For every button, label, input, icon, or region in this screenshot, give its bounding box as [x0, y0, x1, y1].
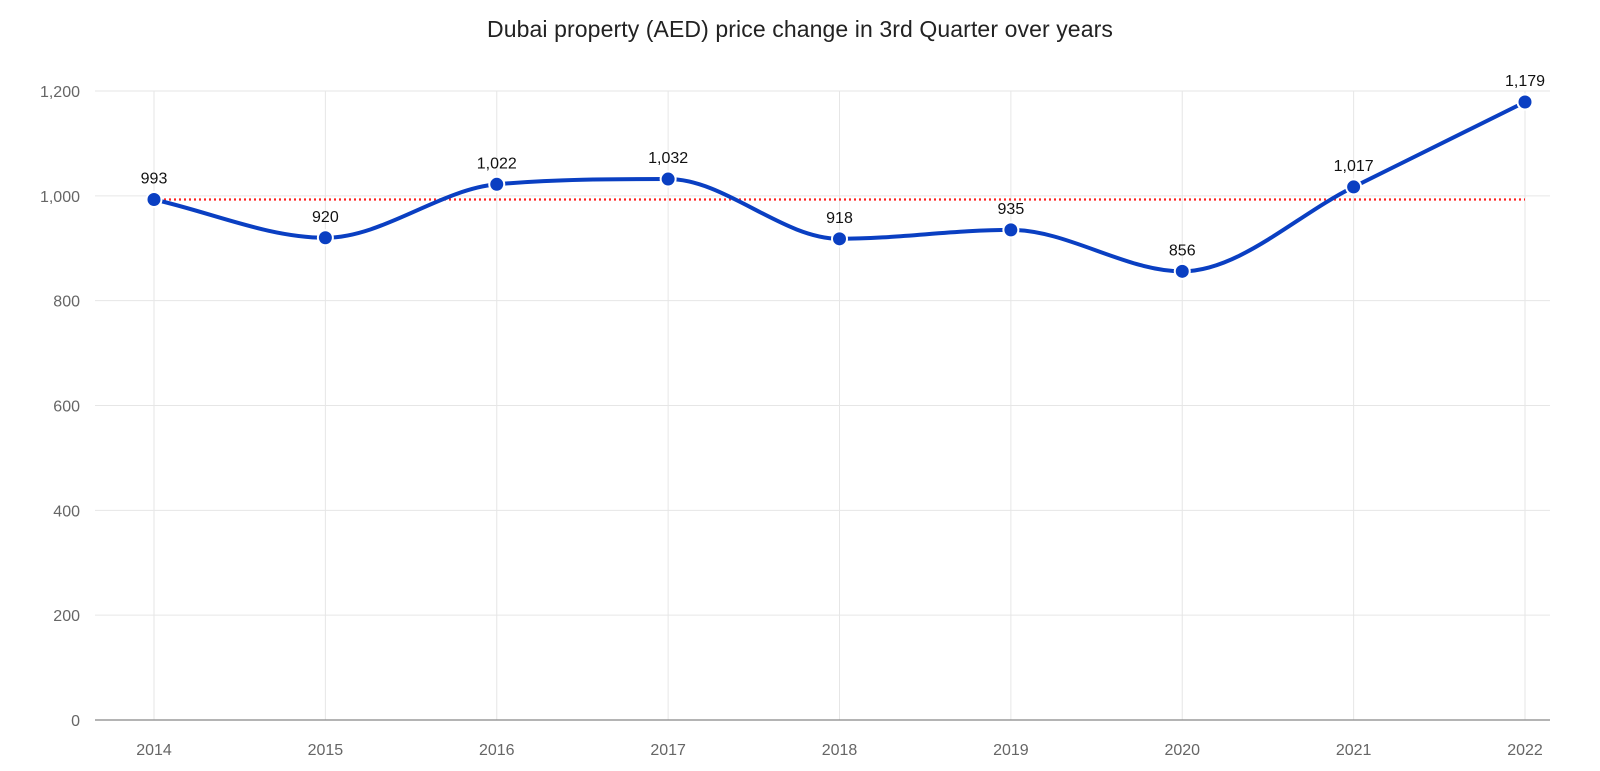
y-tick-label: 600: [53, 399, 80, 416]
x-tick-label: 2022: [1507, 742, 1543, 759]
data-point: [831, 230, 848, 248]
y-tick-label: 1,200: [40, 84, 80, 101]
data-label: 856: [1169, 242, 1196, 259]
y-tick-label: 1,000: [40, 189, 80, 206]
data-points-layer: [145, 93, 1534, 280]
data-label: 1,032: [648, 150, 688, 167]
grid-layer: [95, 90, 1550, 720]
data-label: 935: [998, 201, 1025, 218]
data-label: 920: [312, 209, 339, 226]
x-tick-label: 2016: [479, 742, 515, 759]
y-tick-label: 200: [53, 608, 80, 625]
data-label: 1,022: [477, 155, 517, 172]
x-tick-label: 2017: [650, 742, 686, 759]
data-label: 918: [826, 210, 853, 227]
data-label: 1,179: [1505, 73, 1545, 90]
y-tick-label: 0: [71, 713, 80, 730]
x-tick-label: 2021: [1336, 742, 1372, 759]
axis-layer: 0 200 400 600 800 1,000 1,200 2014 2015 2016 2017 2…: [40, 84, 1550, 759]
data-labels-layer: 993 920 1,022 1,032 918 935 856 1,017 1,179: [141, 73, 1545, 259]
data-point: [659, 170, 677, 188]
y-tick-label: 400: [53, 503, 80, 520]
chart-title: Dubai property (AED) price change in 3rd…: [487, 16, 1113, 42]
x-tick-label: 2014: [136, 742, 172, 759]
x-tick-label: 2019: [993, 742, 1029, 759]
y-tick-label: 800: [53, 294, 80, 311]
data-point: [145, 191, 163, 209]
data-point: [316, 229, 334, 247]
data-label: 1,017: [1334, 158, 1374, 175]
x-tick-label: 2018: [822, 742, 858, 759]
data-point: [488, 175, 506, 193]
data-point: [1345, 178, 1363, 196]
data-point: [1002, 221, 1020, 239]
data-label: 993: [141, 171, 168, 188]
data-point: [1516, 93, 1534, 111]
x-tick-label: 2015: [308, 742, 344, 759]
x-tick-label: 2020: [1164, 742, 1200, 759]
data-point: [1173, 262, 1191, 280]
